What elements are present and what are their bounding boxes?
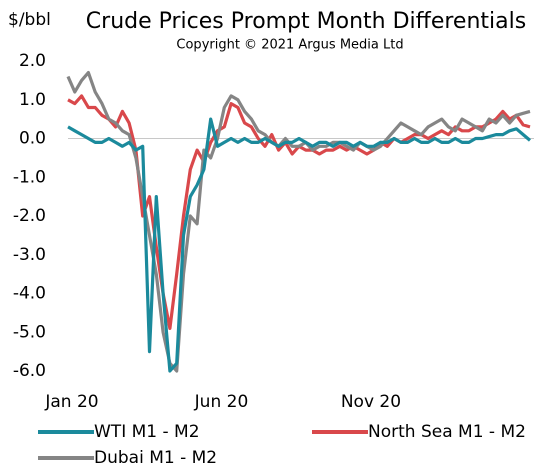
y-axis-unit: $/bbl <box>8 10 51 30</box>
y-tick-label: -5.0 <box>13 322 46 342</box>
y-tick-label: 0.0 <box>19 129 46 149</box>
y-tick-label: 1.0 <box>19 90 46 110</box>
x-tick-label: Jan 20 <box>44 392 98 412</box>
y-tick-label: 2.0 <box>19 51 46 71</box>
series-line <box>67 94 531 330</box>
y-tick-label: -2.0 <box>13 206 46 226</box>
y-tick-label: -6.0 <box>13 361 46 381</box>
series-line <box>66 71 531 373</box>
chart-subtitle: Copyright © 2021 Argus Media Ltd <box>176 38 403 53</box>
x-tick-label: Nov 20 <box>341 392 401 412</box>
legend-label: North Sea M1 - M2 <box>368 422 526 442</box>
y-tick-label: -4.0 <box>13 284 46 304</box>
y-tick-label: -1.0 <box>13 167 46 187</box>
chart-title: Crude Prices Prompt Month Differentials <box>86 9 526 34</box>
x-tick-label: Jun 20 <box>194 392 249 412</box>
series-line <box>67 117 532 373</box>
y-tick-label: -3.0 <box>13 245 46 265</box>
legend-label: WTI M1 - M2 <box>94 422 200 442</box>
legend-label: Dubai M1 - M2 <box>94 448 217 466</box>
